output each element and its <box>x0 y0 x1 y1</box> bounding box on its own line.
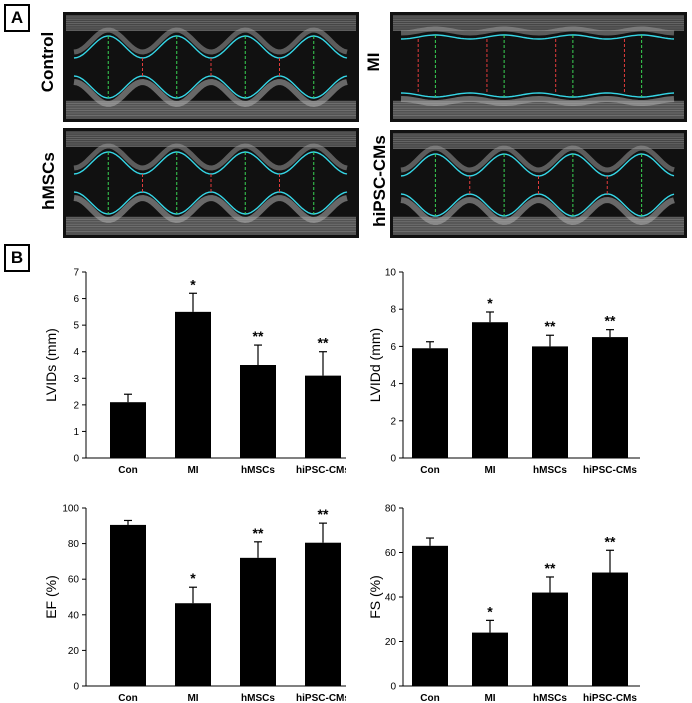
y-tick-label: 40 <box>68 610 80 621</box>
significance-marker: * <box>487 603 493 619</box>
x-tick-label: hMSCs <box>241 693 275 702</box>
x-tick-label: hMSCs <box>533 465 567 476</box>
bar-hmscs <box>532 592 568 686</box>
bar-con <box>412 545 448 686</box>
bar-hipsc-cms <box>592 572 628 686</box>
y-tick-label: 6 <box>390 342 396 353</box>
echo-label-control: Control <box>38 31 57 93</box>
y-tick-label: 100 <box>62 504 79 515</box>
echo-image-hmscs <box>63 128 359 238</box>
x-tick-label: hiPSC-CMs <box>583 465 637 476</box>
y-tick-label: 8 <box>390 305 396 316</box>
bar-con <box>110 402 146 458</box>
y-tick-label: 5 <box>73 321 79 332</box>
y-axis-label: LVIDd (mm) <box>367 328 383 402</box>
y-tick-label: 2 <box>73 400 79 411</box>
significance-marker: ** <box>605 313 616 329</box>
x-tick-label: hMSCs <box>241 465 275 476</box>
significance-marker: * <box>190 276 196 292</box>
bar-mi <box>472 322 508 458</box>
y-tick-label: 10 <box>385 268 397 279</box>
bar-con <box>110 524 146 686</box>
bar-hmscs <box>532 346 568 458</box>
echo-label-mi: MI <box>364 52 383 72</box>
y-axis-label: FS (%) <box>367 575 383 619</box>
panel-label-a: A <box>4 4 30 32</box>
bar-hmscs <box>240 557 276 686</box>
echo-label-hmscs: hMSCs <box>39 152 58 210</box>
y-tick-label: 0 <box>390 682 396 693</box>
x-tick-label: hMSCs <box>533 693 567 702</box>
significance-marker: ** <box>318 506 329 522</box>
x-tick-label: Con <box>420 693 439 702</box>
y-tick-label: 7 <box>73 268 79 279</box>
x-tick-label: hiPSC-CMs <box>296 465 346 476</box>
x-tick-label: Con <box>118 693 137 702</box>
x-tick-label: MI <box>484 693 495 702</box>
x-tick-label: Con <box>118 465 137 476</box>
y-tick-label: 4 <box>390 379 396 390</box>
bar-hipsc-cms <box>305 375 341 458</box>
x-tick-label: hiPSC-CMs <box>583 693 637 702</box>
chart-ef: 0 20 40 60 80 100 EF (%) Con * MI ** hMSCs ** hiPSC-C… <box>43 504 346 702</box>
chart-lvidd: 0 2 4 6 8 10 LVIDd (mm) Con * MI ** hMSCs ** hiPSC-CM… <box>367 268 640 476</box>
significance-marker: * <box>487 295 493 311</box>
bar-hipsc-cms <box>592 337 628 458</box>
bar-mi <box>175 603 211 686</box>
significance-marker: ** <box>605 533 616 549</box>
y-tick-label: 0 <box>73 682 79 693</box>
y-tick-label: 1 <box>73 427 79 438</box>
bar-hmscs <box>240 365 276 458</box>
y-tick-label: 4 <box>73 347 79 358</box>
echo-image-hipsc-cms <box>390 130 687 238</box>
x-tick-label: MI <box>484 465 495 476</box>
bar-hipsc-cms <box>305 542 341 686</box>
significance-marker: ** <box>545 560 556 576</box>
chart-lvids: 0 1 2 3 4 5 6 7 LVIDs (mm) Con * MI ** hMSCs ** hiPSC-C… <box>43 268 346 476</box>
significance-marker: ** <box>253 328 264 344</box>
bar-mi <box>175 311 211 458</box>
panel-label-b: B <box>4 244 30 272</box>
echo-label-hipsc-cms: hiPSC-CMs <box>370 135 389 227</box>
chart-fs: 0 20 40 60 80 FS (%) Con * MI ** hMSCs ** hiPSC-CMs <box>367 504 640 702</box>
y-axis-label: LVIDs (mm) <box>43 328 59 402</box>
y-tick-label: 40 <box>385 593 397 604</box>
y-tick-label: 80 <box>385 504 397 515</box>
echo-image-control <box>63 12 359 122</box>
x-tick-label: hiPSC-CMs <box>296 693 346 702</box>
significance-marker: ** <box>253 525 264 541</box>
y-tick-label: 3 <box>73 374 79 385</box>
y-tick-label: 60 <box>68 575 80 586</box>
bar-mi <box>472 632 508 686</box>
x-tick-label: MI <box>187 693 198 702</box>
y-tick-label: 20 <box>385 637 397 648</box>
bar-con <box>412 348 448 458</box>
y-tick-label: 6 <box>73 294 79 305</box>
significance-marker: * <box>190 570 196 586</box>
y-tick-label: 60 <box>385 548 397 559</box>
y-tick-label: 20 <box>68 646 80 657</box>
significance-marker: ** <box>318 335 329 351</box>
y-axis-label: EF (%) <box>43 575 59 619</box>
x-tick-label: MI <box>187 465 198 476</box>
x-tick-label: Con <box>420 465 439 476</box>
y-tick-label: 2 <box>390 416 396 427</box>
echo-image-mi <box>390 12 687 122</box>
significance-marker: ** <box>545 318 556 334</box>
y-tick-label: 0 <box>390 454 396 465</box>
y-tick-label: 80 <box>68 539 80 550</box>
y-tick-label: 0 <box>73 454 79 465</box>
